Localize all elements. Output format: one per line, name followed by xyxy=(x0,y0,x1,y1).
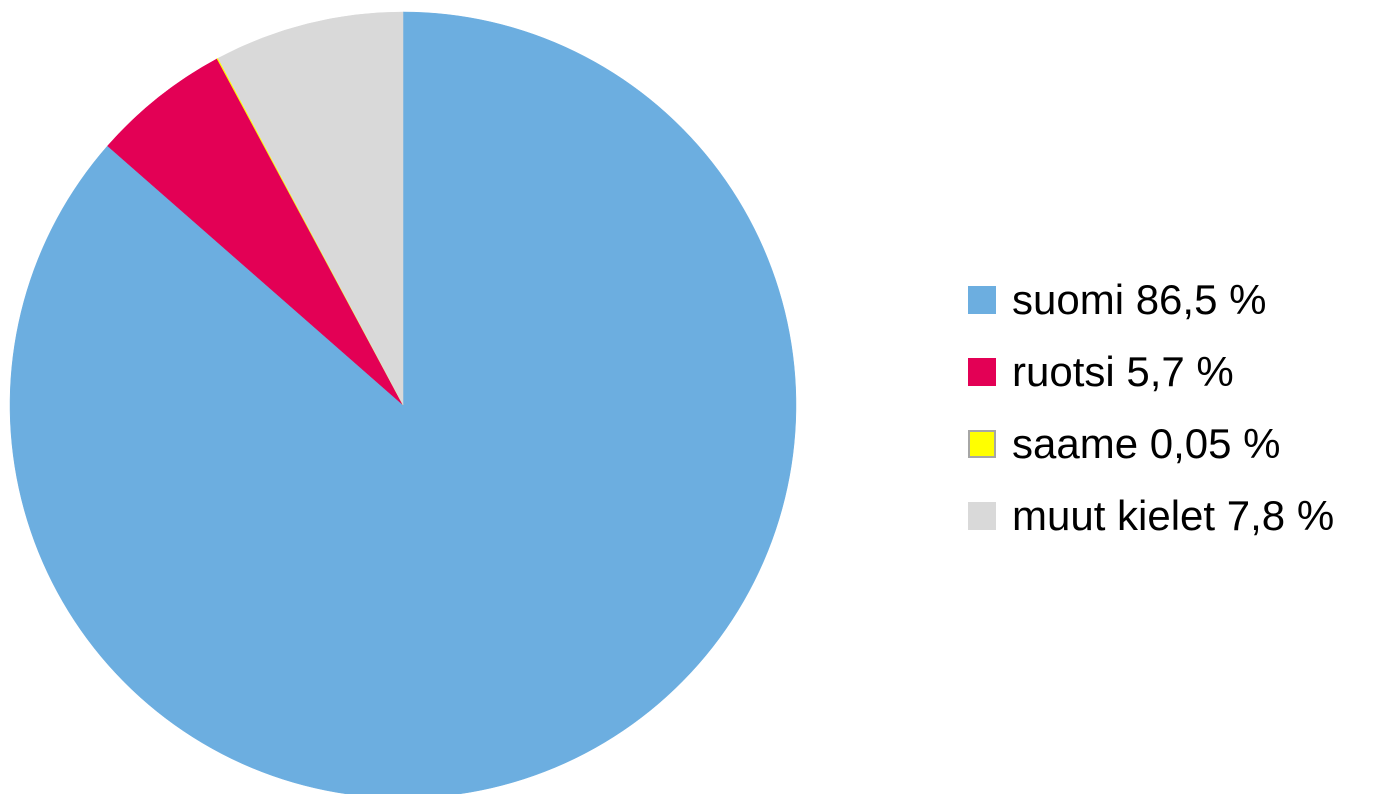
pie-slice-3 xyxy=(217,11,404,406)
legend-swatch xyxy=(968,358,996,386)
legend-label: saame 0,05 % xyxy=(1012,420,1281,467)
legend-label: ruotsi 5,7 % xyxy=(1012,348,1234,395)
legend-item-0: suomi 86,5 % xyxy=(968,264,1334,336)
legend-swatch xyxy=(968,430,996,458)
legend-swatch xyxy=(968,502,996,530)
legend-item-2: saame 0,05 % xyxy=(968,408,1334,480)
legend-item-3: muut kielet 7,8 % xyxy=(968,480,1334,552)
legend-label: suomi 86,5 % xyxy=(1012,276,1267,323)
legend-swatch xyxy=(968,286,996,314)
legend-item-1: ruotsi 5,7 % xyxy=(968,336,1334,408)
pie-slice-0 xyxy=(9,11,797,794)
pie-slice-1 xyxy=(107,58,404,406)
legend: suomi 86,5 % ruotsi 5,7 % saame 0,05 % muut… xyxy=(968,264,1334,552)
legend-label: muut kielet 7,8 % xyxy=(1012,492,1335,539)
